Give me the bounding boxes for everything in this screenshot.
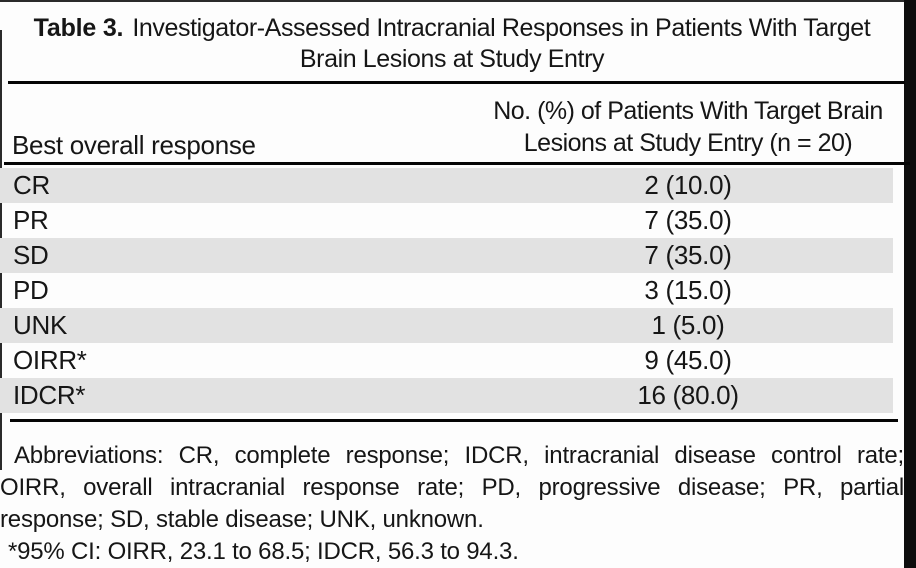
table-row-unk: UNK 1 (5.0): [0, 308, 893, 343]
column-header-patients: No. (%) of Patients With Target Brain Le…: [458, 95, 916, 159]
rule-under-header: [4, 162, 910, 165]
table-body: CR 2 (10.0) PR 7 (35.0) SD 7 (35.0) PD 3…: [0, 168, 893, 413]
row-value: 1 (5.0): [651, 310, 725, 340]
footnote-abbreviations-line1: Abbreviations: CR, complete response; ID…: [14, 442, 904, 469]
row-label: SD: [13, 240, 49, 270]
table-row-idcr: IDCR* 16 (80.0): [0, 378, 893, 413]
table-row-cr: CR 2 (10.0): [0, 168, 893, 203]
footnote-abbreviations-line2: OIRR, overall intracranial response rate…: [0, 474, 904, 501]
row-value: 7 (35.0): [644, 240, 732, 270]
table-row-pr: PR 7 (35.0): [0, 203, 893, 238]
top-border-line: [0, 0, 916, 2]
table-number-label: Table 3.: [33, 14, 124, 42]
row-label: CR: [13, 170, 50, 200]
table-row-oirr: OIRR* 9 (45.0): [0, 343, 893, 378]
table-caption: Table 3. Investigator-Assessed Intracrani…: [0, 13, 904, 75]
rule-under-caption: [8, 81, 905, 84]
column-header-patients-line2: Lesions at Study Entry (n = 20): [523, 129, 853, 157]
row-value: 16 (80.0): [637, 380, 739, 410]
row-value: 9 (45.0): [644, 345, 732, 375]
footnotes: Abbreviations: CR, complete response; ID…: [0, 440, 904, 568]
row-label: IDCR*: [13, 380, 86, 410]
row-value: 2 (10.0): [644, 170, 732, 200]
table-row-sd: SD 7 (35.0): [0, 238, 893, 273]
table-row-pd: PD 3 (15.0): [0, 273, 893, 308]
column-header-best-overall-response: Best overall response: [12, 130, 256, 160]
column-header-patients-line1: No. (%) of Patients With Target Brain: [493, 97, 883, 125]
row-label: UNK: [13, 310, 67, 340]
caption-title-part1: Investigator-Assessed Intracranial Respo…: [132, 14, 871, 42]
right-border-bar: [904, 0, 916, 568]
row-value: 7 (35.0): [644, 205, 732, 235]
footnote-abbreviations-line3: response; SD, stable disease; UNK, unkno…: [0, 506, 484, 533]
row-label: PD: [13, 275, 49, 305]
row-label: PR: [13, 205, 49, 235]
row-label: OIRR*: [13, 345, 87, 375]
caption-title-part2: Brain Lesions at Study Entry: [299, 45, 605, 73]
footnote-confidence-intervals: *95% CI: OIRR, 23.1 to 68.5; IDCR, 56.3 …: [8, 538, 519, 565]
caption-line-1: Table 3. Investigator-Assessed Intracrani…: [0, 13, 904, 44]
rule-above-footnotes: [10, 419, 898, 422]
row-value: 3 (15.0): [644, 275, 732, 305]
